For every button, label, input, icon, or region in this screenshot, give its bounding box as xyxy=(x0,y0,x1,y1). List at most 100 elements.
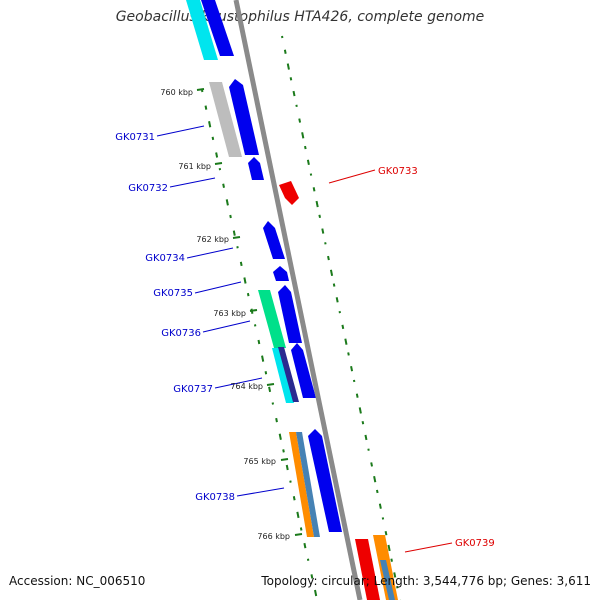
gc-skew-mark xyxy=(282,449,285,453)
gc-skew-mark xyxy=(261,355,265,362)
gc-skew-mark xyxy=(232,230,236,236)
cog-block xyxy=(380,560,395,600)
cog-block xyxy=(186,0,218,60)
cds-gk0730 xyxy=(201,0,234,56)
cds-gk0738 xyxy=(308,429,342,532)
gc-skew-mark xyxy=(384,531,388,536)
gc-skew-mark xyxy=(298,118,302,123)
gc-skew-mark xyxy=(387,544,391,552)
gc-skew-mark xyxy=(211,136,215,141)
gc-skew-mark xyxy=(358,407,362,414)
label-leader-line xyxy=(236,487,285,497)
label-leader-lines xyxy=(156,125,453,553)
gc-skew-mark xyxy=(299,527,303,531)
cds-gk0733 xyxy=(279,181,299,205)
cds-gk0739 xyxy=(355,539,380,600)
gc-skew-mark xyxy=(314,589,318,597)
tick-label: 763 kbp xyxy=(213,309,246,318)
gc-skew-mark xyxy=(301,132,305,139)
tick-mark xyxy=(196,88,205,91)
gene-label-gk0738[interactable]: GK0738 xyxy=(195,492,235,503)
gc-skew-mark xyxy=(264,371,268,375)
label-leader-line xyxy=(404,542,453,553)
gc-skew-mark xyxy=(390,558,393,562)
gene-label-gk0737[interactable]: GK0737 xyxy=(173,384,213,395)
cog-block xyxy=(296,432,320,537)
cog-block xyxy=(289,432,314,537)
gc-skew-mark xyxy=(296,511,300,519)
gc-skew-mark xyxy=(373,475,377,483)
gc-skew-mark xyxy=(327,255,330,261)
gc-skew-mark xyxy=(278,433,282,440)
gene-label-gk0735[interactable]: GK0735 xyxy=(153,288,193,299)
topology-summary: Topology: circular; Length: 3,544,776 bp… xyxy=(261,574,591,588)
tick-mark xyxy=(249,309,258,312)
cds-gk0737 xyxy=(291,343,316,398)
cds-gk0736 xyxy=(278,285,302,343)
cds-gk0734 xyxy=(263,221,285,259)
gc-skew-plot xyxy=(201,35,402,600)
label-leader-line xyxy=(194,281,242,294)
gc-skew-mark xyxy=(229,214,232,219)
gc-skew-mark xyxy=(332,283,336,287)
gc-skew-mark xyxy=(344,338,348,345)
gc-skew-mark xyxy=(355,393,359,398)
tick-label: 766 kbp xyxy=(257,532,290,541)
gc-skew-mark xyxy=(275,417,278,423)
tick-mark xyxy=(294,533,303,536)
gene-label-gk0736[interactable]: GK0736 xyxy=(161,328,201,339)
genome-backbone xyxy=(233,0,363,600)
gc-skew-mark xyxy=(286,63,290,70)
position-ticks xyxy=(196,88,303,536)
tick-mark xyxy=(280,458,289,461)
cog-block xyxy=(258,290,286,348)
tick-label: 762 kbp xyxy=(196,235,229,244)
gc-skew-mark xyxy=(370,462,374,467)
gc-skew-mark xyxy=(285,464,289,471)
reverse-cds-ring xyxy=(279,181,398,600)
forward-cds-ring xyxy=(201,0,342,532)
label-leader-line xyxy=(328,169,376,184)
gc-skew-mark xyxy=(347,352,350,356)
cog-block xyxy=(272,348,294,403)
tick-label: 761 kbp xyxy=(178,162,211,171)
gc-skew-mark xyxy=(215,152,219,158)
tick-mark xyxy=(266,383,275,386)
tick-mark xyxy=(232,236,241,239)
gc-skew-mark xyxy=(329,269,334,277)
tick-label: 760 kbp xyxy=(160,88,193,97)
tick-label: 764 kbp xyxy=(230,382,263,391)
gene-label-gk0733[interactable]: GK0733 xyxy=(378,166,418,177)
gc-skew-mark xyxy=(318,214,321,219)
gc-skew-mark xyxy=(243,277,247,284)
gc-skew-mark xyxy=(239,261,243,267)
gc-skew-mark xyxy=(246,292,250,297)
tick-mark xyxy=(214,162,223,165)
gene-label-gk0732[interactable]: GK0732 xyxy=(128,183,168,194)
gc-skew-mark xyxy=(292,496,296,501)
gene-label-gk0731[interactable]: GK0731 xyxy=(115,132,155,143)
cog-block xyxy=(278,347,299,402)
label-leader-line xyxy=(156,125,205,137)
gene-label-gk0739[interactable]: GK0739 xyxy=(455,538,495,549)
gc-skew-mark xyxy=(283,49,287,54)
cog-block xyxy=(209,82,242,157)
gc-skew-mark xyxy=(335,297,339,303)
cds-gk0731 xyxy=(229,79,259,155)
gc-skew-mark xyxy=(350,365,354,372)
gc-skew-mark xyxy=(361,420,365,425)
gene-label-gk0734[interactable]: GK0734 xyxy=(145,253,185,264)
accession-text: Accession: NC_006510 xyxy=(9,574,146,588)
gc-skew-mark xyxy=(364,434,368,441)
gc-skew-mark xyxy=(222,183,225,188)
gc-skew-mark xyxy=(289,77,293,81)
cds-gk0735 xyxy=(273,266,289,281)
gc-skew-mark xyxy=(321,228,325,234)
gc-skew-mark xyxy=(378,503,382,509)
label-leader-line xyxy=(214,377,263,389)
gc-skew-mark xyxy=(257,339,261,345)
gc-skew-mark xyxy=(341,324,345,330)
gc-skew-mark xyxy=(312,187,316,192)
